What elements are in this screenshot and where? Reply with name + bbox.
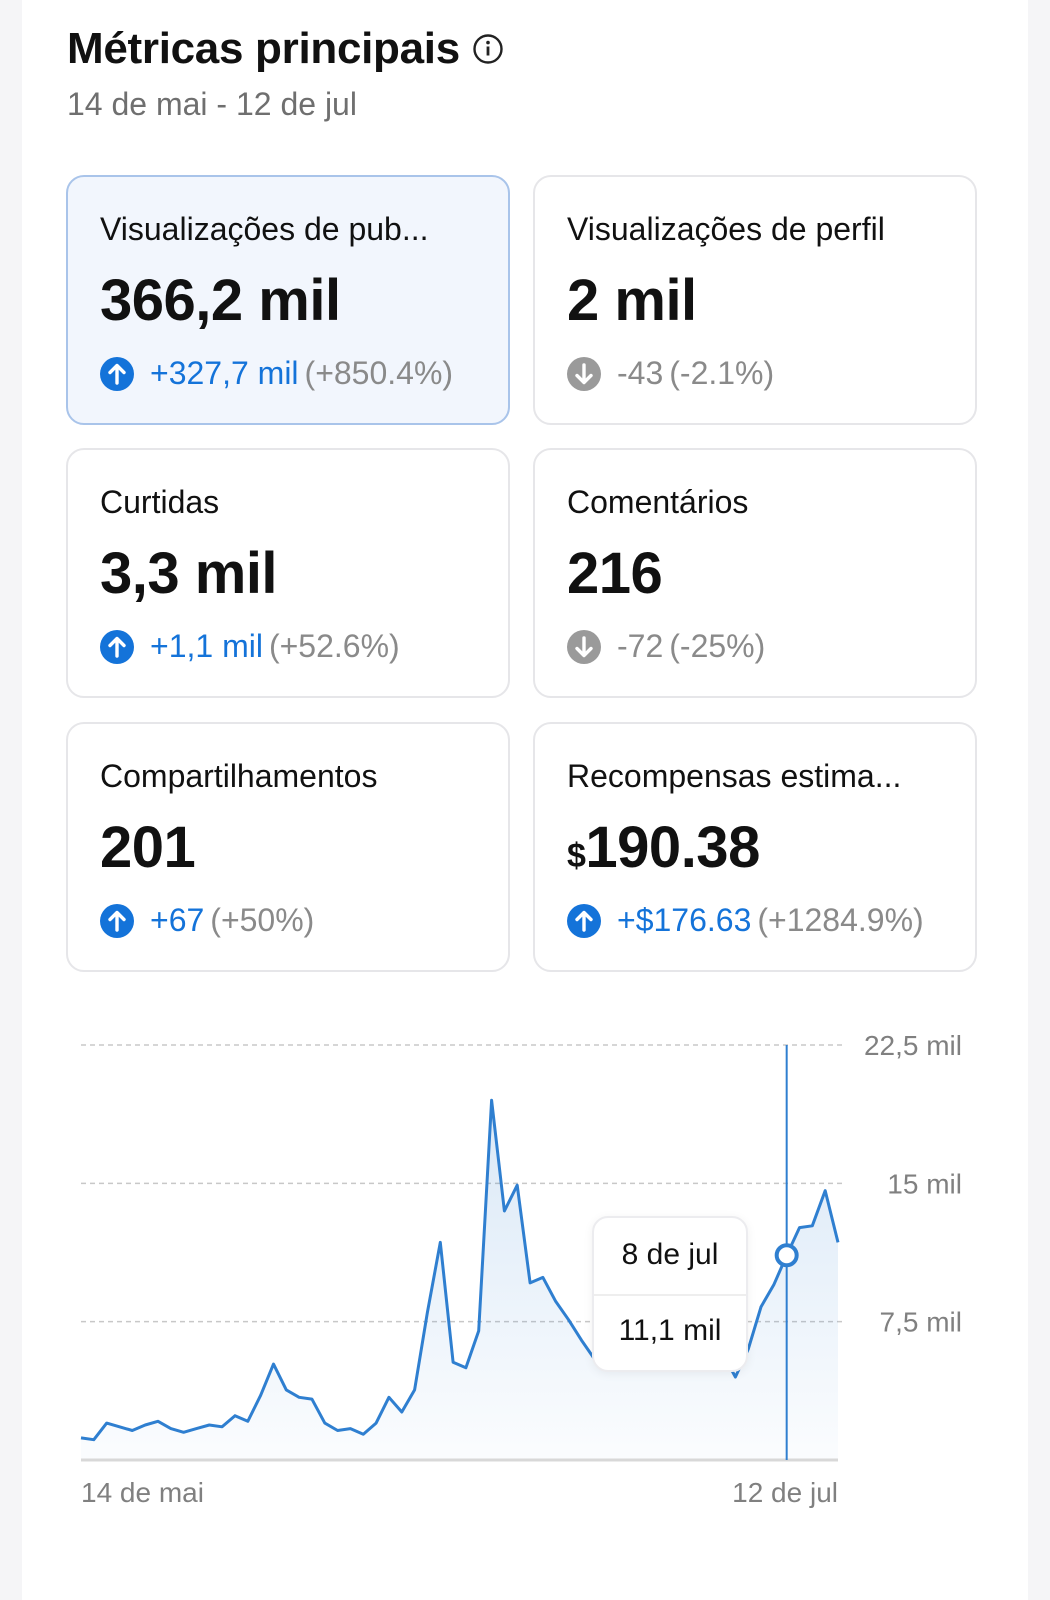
chart-tooltip: 8 de jul 11,1 mil	[592, 1216, 748, 1372]
delta-amount: -43	[617, 355, 664, 391]
arrow-down-circle-icon	[567, 356, 601, 391]
metric-label: Compartilhamentos	[100, 758, 378, 794]
delta-percent: (-2.1%)	[669, 355, 775, 391]
arrow-up-circle-icon	[100, 903, 134, 938]
x-tick-label-end: 12 de jul	[732, 1477, 838, 1508]
delta-percent: (-25%)	[669, 628, 766, 664]
metric-value: 2 mil	[567, 268, 697, 333]
metric-delta: +$176.63 (+1284.9%)	[567, 902, 924, 939]
delta-amount: +67	[150, 902, 205, 938]
metric-value: 366,2 mil	[100, 268, 341, 333]
metric-label: Recompensas estima...	[567, 758, 902, 794]
metric-card-shares[interactable]: Compartilhamentos 201 +67 (+50%)	[66, 722, 510, 972]
tooltip-date: 8 de jul	[621, 1238, 719, 1271]
tooltip-divider	[594, 1294, 746, 1296]
y-tick-label: 7,5 mil	[880, 1307, 962, 1338]
metric-value: 216	[567, 541, 663, 606]
arrow-up-circle-icon	[100, 356, 134, 391]
metric-label: Curtidas	[100, 484, 220, 520]
metric-value-number: 190.38	[585, 815, 760, 880]
metrics-panel: Métricas principais 14 de mai - 12 de ju…	[22, 0, 1028, 1600]
page-title: Métricas principais	[67, 24, 460, 73]
metric-value: 3,3 mil	[100, 541, 278, 606]
delta-amount: +$176.63	[617, 902, 752, 938]
y-tick-label: 22,5 mil	[864, 1030, 962, 1061]
chart-highlight-point[interactable]	[774, 1243, 799, 1268]
metric-label: Visualizações de pub...	[100, 211, 429, 247]
info-icon[interactable]	[472, 33, 504, 65]
metric-card-estimated-rewards[interactable]: Recompensas estima... $190.38 +$176.63 (…	[533, 722, 977, 972]
metric-card-comments[interactable]: Comentários 216 -72 (-25%)	[533, 448, 977, 698]
delta-percent: (+50%)	[210, 902, 315, 938]
views-chart[interactable]: 22,5 mil 15 mil 7,5 mil 14 de mai 12 de ju…	[22, 1020, 1028, 1520]
metric-delta: +1,1 mil (+52.6%)	[100, 628, 400, 665]
metric-card-post-views[interactable]: Visualizações de pub... 366,2 mil +327,7…	[66, 175, 510, 425]
arrow-down-circle-icon	[567, 629, 601, 664]
metric-delta: -72 (-25%)	[567, 628, 765, 665]
delta-amount: +327,7 mil	[150, 355, 299, 391]
metric-delta: +67 (+50%)	[100, 902, 314, 939]
metric-label: Visualizações de perfil	[567, 211, 885, 247]
date-range: 14 de mai - 12 de jul	[67, 86, 357, 122]
delta-amount: +1,1 mil	[150, 628, 263, 664]
metric-label: Comentários	[567, 484, 749, 520]
y-tick-label: 15 mil	[887, 1168, 962, 1199]
metric-delta: +327,7 mil (+850.4%)	[100, 355, 453, 392]
metric-value: 201	[100, 815, 196, 880]
title-row: Métricas principais	[67, 24, 504, 74]
currency-symbol: $	[567, 837, 586, 875]
delta-percent: (+850.4%)	[304, 355, 454, 391]
delta-percent: (+1284.9%)	[757, 902, 924, 938]
metric-delta: -43 (-2.1%)	[567, 355, 774, 392]
arrow-up-circle-icon	[567, 903, 601, 938]
metric-value: $190.38	[567, 814, 760, 881]
metric-card-profile-views[interactable]: Visualizações de perfil 2 mil -43 (-2.1%…	[533, 175, 977, 425]
metric-card-likes[interactable]: Curtidas 3,3 mil +1,1 mil (+52.6%)	[66, 448, 510, 698]
tooltip-value: 11,1 mil	[618, 1314, 722, 1347]
x-tick-label-start: 14 de mai	[81, 1477, 204, 1508]
delta-amount: -72	[617, 628, 664, 664]
delta-percent: (+52.6%)	[268, 628, 400, 664]
arrow-up-circle-icon	[100, 629, 134, 664]
